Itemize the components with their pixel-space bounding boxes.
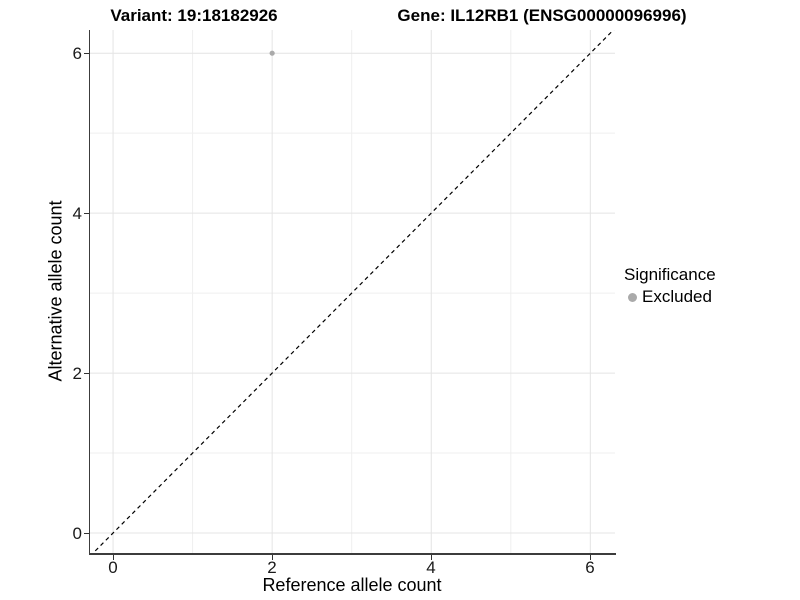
- excluded-point-icon: [628, 292, 637, 302]
- y-tick-mark: [83, 532, 89, 534]
- y-tick-label: 0: [72, 523, 82, 543]
- x-tick-mark: [112, 554, 114, 560]
- y-tick-label: 6: [72, 43, 82, 63]
- plot-panel: [90, 30, 615, 553]
- variant-title: Variant: 19:18182926: [110, 6, 278, 25]
- x-tick-label: 4: [426, 558, 436, 577]
- y-axis-title: Alternative allele count: [45, 200, 66, 382]
- x-axis-line: [88, 553, 616, 555]
- y-tick-label: 2: [72, 363, 82, 383]
- scatter-chart: [90, 30, 615, 553]
- legend-title: Significance: [624, 265, 716, 284]
- x-tick-label: 0: [108, 558, 118, 577]
- legend-item-excluded: Excluded: [624, 287, 716, 307]
- legend-item-label: Excluded: [642, 287, 712, 306]
- x-tick-label: 2: [267, 558, 277, 577]
- identity-dashed-line: [92, 30, 615, 553]
- y-axis-line: [88, 30, 91, 555]
- x-tick-label: 6: [585, 558, 595, 577]
- y-tick-mark: [83, 52, 89, 54]
- y-tick-mark: [83, 212, 89, 214]
- y-tick-mark: [83, 372, 89, 374]
- x-tick-mark: [271, 554, 273, 560]
- y-tick-label: 4: [72, 203, 82, 223]
- x-axis-title: Reference allele count: [262, 575, 442, 595]
- x-tick-mark: [589, 554, 591, 560]
- data-point: [269, 50, 275, 56]
- gene-title: Gene: IL12RB1 (ENSG00000096996): [397, 6, 687, 25]
- legend: Significance Excluded: [624, 264, 716, 307]
- x-tick-mark: [430, 554, 432, 560]
